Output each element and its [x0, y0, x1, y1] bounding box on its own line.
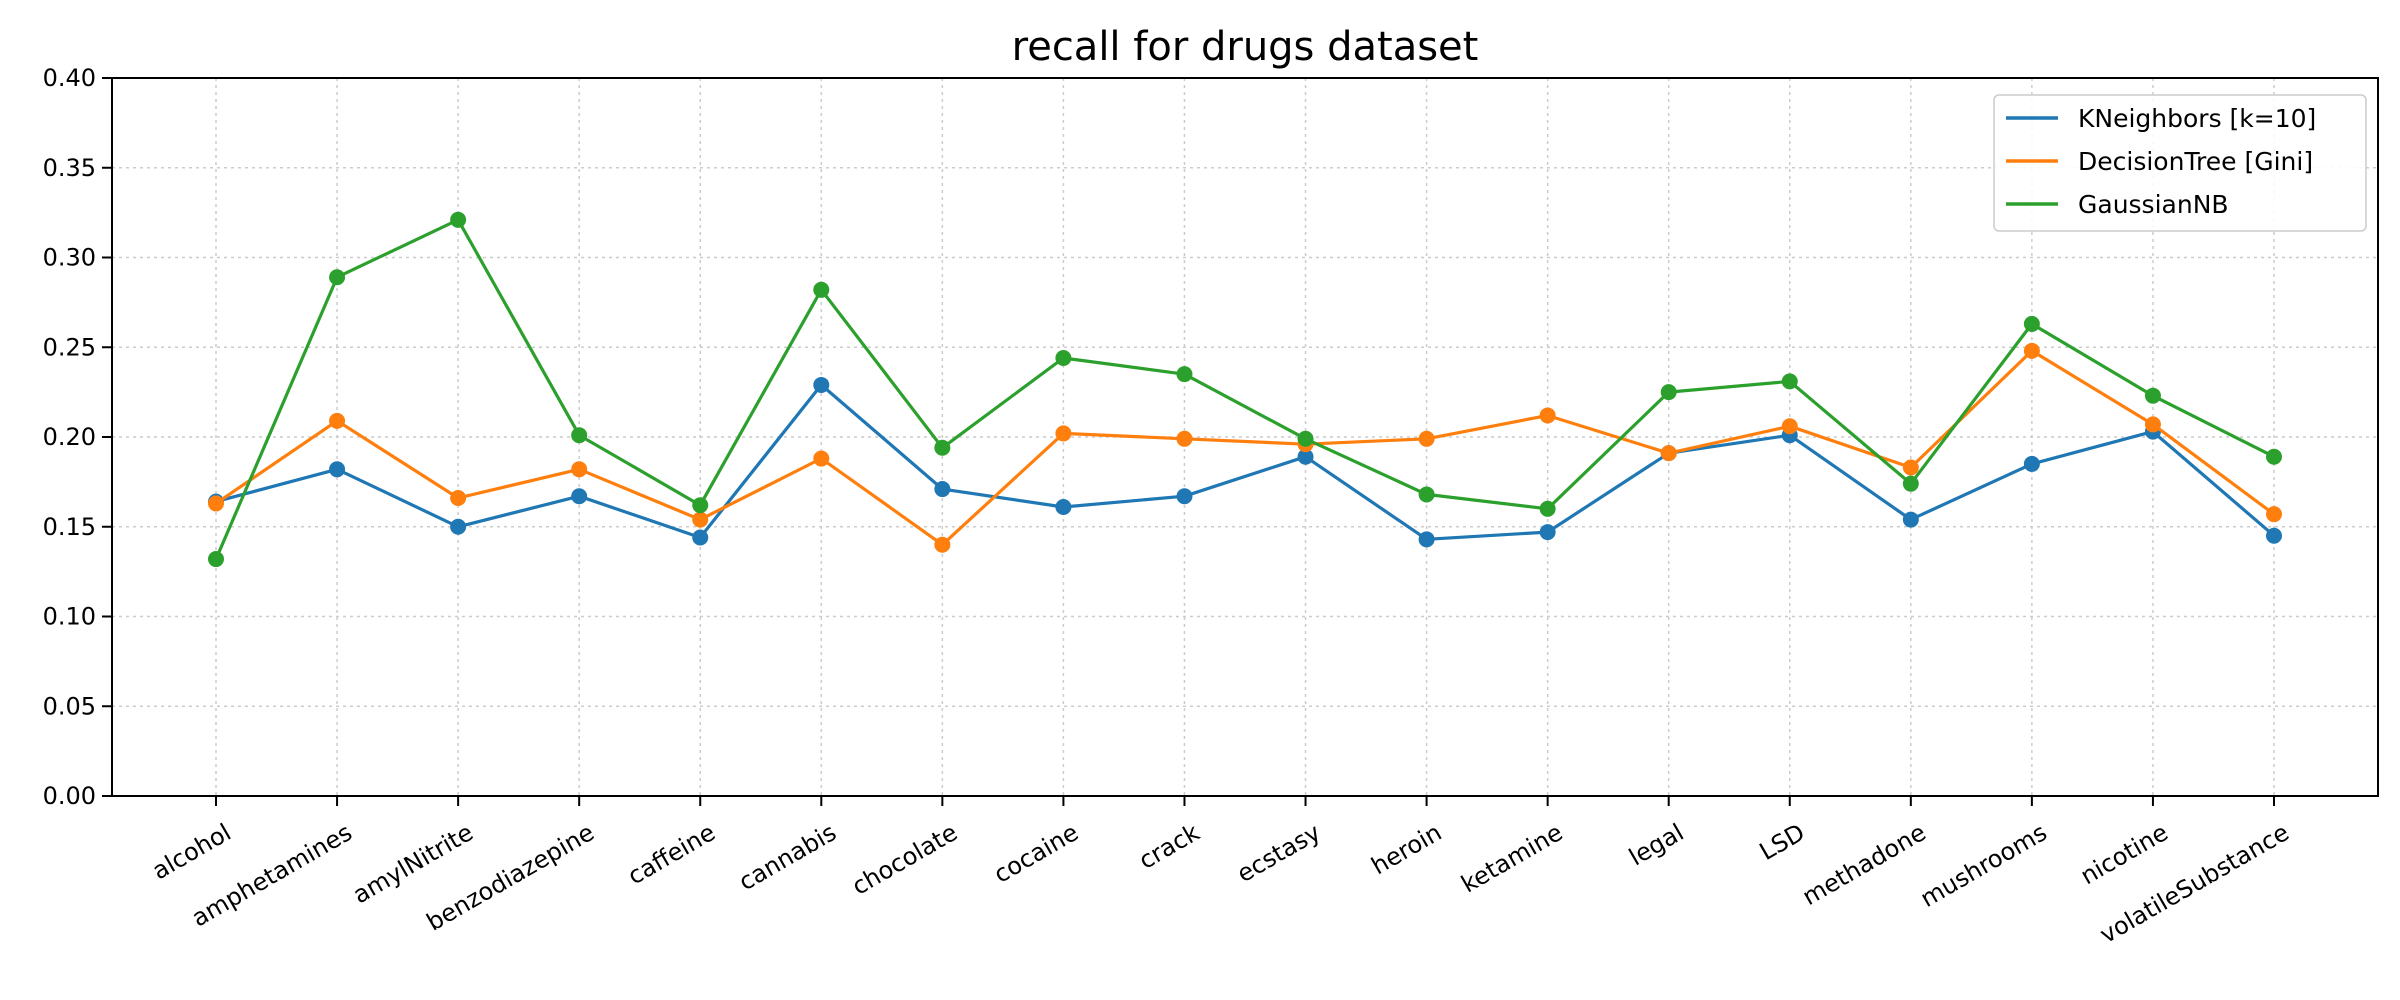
legend-label: DecisionTree [Gini] [2078, 147, 2313, 176]
x-tick-label: mushrooms [1916, 818, 2052, 913]
data-point [1055, 425, 1072, 442]
data-point [2266, 527, 2282, 544]
data-point [1176, 366, 1193, 383]
data-point [208, 551, 224, 568]
data-point [329, 461, 346, 478]
x-tick-label: nicotine [2076, 818, 2173, 890]
x-tick-label: LSD [1755, 818, 1810, 866]
data-point [1781, 373, 1798, 390]
x-tick-label: crack [1134, 818, 1204, 875]
series-1 [208, 342, 2282, 553]
data-point [2266, 448, 2282, 465]
x-tick-label: methadone [1798, 818, 1931, 911]
series-line [215, 383, 2276, 541]
data-point [2023, 342, 2040, 359]
data-point [2144, 416, 2161, 433]
data-point [2023, 315, 2040, 332]
data-point [1660, 445, 1677, 462]
data-point [329, 269, 346, 286]
data-point [450, 211, 467, 228]
x-tick-label: legal [1624, 818, 1688, 871]
y-tick-label: 0.25 [43, 333, 96, 361]
y-tick-label: 0.10 [43, 603, 96, 631]
data-point [571, 488, 588, 505]
x-tick-label: ecstasy [1232, 818, 1325, 888]
x-tick-label: alcohol [147, 818, 235, 885]
data-point [813, 376, 830, 393]
legend: KNeighbors [k=10] DecisionTree [Gini] Gaus… [1993, 94, 2367, 232]
data-point [1660, 384, 1677, 401]
data-point [1539, 407, 1556, 424]
y-tick-label: 0.30 [43, 244, 96, 272]
series-2 [208, 211, 2282, 568]
legend-frame [1993, 94, 2367, 232]
ticks-layer: 0.00 0.05 0.10 0.15 0.20 0.25 0.30 0.35 0.40 alco… [43, 64, 2294, 949]
y-tick-label: 0.20 [43, 423, 96, 451]
data-point [934, 536, 951, 553]
data-point [934, 481, 951, 498]
data-point [571, 427, 588, 444]
data-point [1781, 418, 1798, 435]
x-tick-label: cocaine [989, 818, 1083, 888]
data-point [2144, 387, 2161, 404]
data-point [2023, 455, 2040, 472]
x-tick-label: heroin [1367, 818, 1447, 880]
data-point [208, 495, 224, 512]
data-point [2266, 506, 2282, 523]
data-point [1055, 499, 1072, 516]
data-point [813, 281, 830, 298]
series-layer [208, 211, 2282, 568]
chart-title: recall for drugs dataset [1012, 24, 1479, 70]
data-point [329, 412, 346, 429]
data-point [1902, 475, 1919, 492]
data-point [1297, 430, 1314, 447]
data-point [1418, 430, 1435, 447]
x-tick-label: ketamine [1456, 818, 1567, 898]
data-point [1176, 488, 1193, 505]
y-tick-label: 0.00 [43, 782, 96, 810]
data-point [1055, 350, 1072, 367]
data-point [450, 490, 467, 507]
legend-label: GaussianNB [2078, 190, 2229, 219]
data-point [1902, 511, 1919, 528]
data-point [692, 529, 709, 546]
data-point [1418, 486, 1435, 503]
data-point [1539, 500, 1556, 517]
data-point [1418, 531, 1435, 548]
data-point [1539, 524, 1556, 541]
data-point [1297, 448, 1314, 465]
x-tick-label: cannabis [734, 818, 841, 896]
data-point [934, 439, 951, 456]
x-tick-label: caffeine [623, 818, 720, 890]
y-tick-label: 0.15 [43, 513, 96, 541]
x-tick-label: chocolate [847, 818, 962, 901]
y-tick-label: 0.40 [43, 64, 96, 92]
y-tick-label: 0.05 [43, 692, 96, 720]
data-point [450, 518, 467, 535]
plot-frame [111, 77, 2379, 797]
y-tick-label: 0.35 [43, 154, 96, 182]
data-point [1902, 459, 1919, 476]
series-line [214, 218, 2275, 560]
data-point [813, 450, 830, 467]
data-point [692, 497, 709, 514]
data-point [692, 511, 709, 528]
series-line [215, 349, 2275, 547]
legend-label: KNeighbors [k=10] [2078, 104, 2316, 133]
data-point [571, 461, 588, 478]
data-point [1176, 430, 1193, 447]
